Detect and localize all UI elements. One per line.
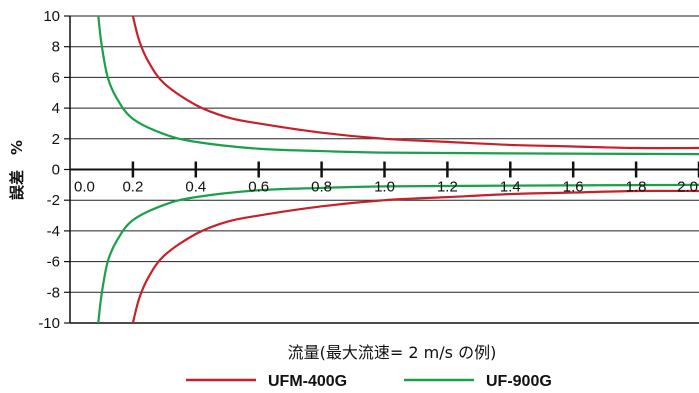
y-tick-label: 10 bbox=[43, 8, 60, 25]
legend: UFM-400G UF-900G bbox=[186, 373, 552, 390]
y-axis-label: 誤差 % bbox=[8, 140, 26, 200]
series-lines bbox=[97, 15, 699, 324]
y-tick-label: 6 bbox=[52, 69, 60, 86]
y-tick-label: 8 bbox=[52, 39, 60, 56]
axes bbox=[64, 15, 699, 324]
y-tick-label: -6 bbox=[47, 254, 60, 271]
y-tick-label: -10 bbox=[38, 315, 60, 332]
x-tick-label: 1.4 bbox=[500, 179, 521, 196]
x-tick-label: 0.0 bbox=[74, 179, 95, 196]
x-tick-label: 2.0 bbox=[677, 179, 698, 196]
series-line-uf-900g-upper bbox=[97, 15, 699, 156]
series-line-ufm-400g-lower bbox=[131, 189, 699, 324]
x-tick-label: 1.8 bbox=[626, 179, 647, 196]
x-tick-label: 0.6 bbox=[248, 179, 269, 196]
x-tick-label: 0.2 bbox=[122, 179, 143, 196]
x-tick-label: 1.2 bbox=[437, 179, 458, 196]
x-tick-label: 1.6 bbox=[563, 179, 584, 196]
y-tick-label: -2 bbox=[47, 192, 60, 209]
legend-label-ufm-400g: UFM-400G bbox=[268, 373, 347, 390]
y-tick-label: 4 bbox=[52, 100, 60, 117]
y-tick-label: 2 bbox=[52, 131, 60, 148]
series-line-uf-900g-lower bbox=[97, 183, 699, 324]
y-tick-label: 0 bbox=[52, 162, 60, 179]
x-tick-label: 0.4 bbox=[185, 179, 206, 196]
x-axis-label: 流量(最大流速= 2 m/s の例) bbox=[288, 343, 497, 362]
x-tick-label: 1.0 bbox=[374, 179, 395, 196]
x-tick-label: 0.8 bbox=[311, 179, 332, 196]
series-line-ufm-400g-upper bbox=[131, 15, 699, 150]
tick-labels: 10 8 6 4 2 0 -2 -4 -6 -8 -10 0.0 0.2 0.4 0.6 0.8 1.0 1.2 1… bbox=[38, 8, 698, 332]
legend-label-uf-900g: UF-900G bbox=[486, 373, 552, 390]
y-tick-label: -8 bbox=[47, 284, 60, 301]
y-tick-label: -4 bbox=[47, 223, 60, 240]
